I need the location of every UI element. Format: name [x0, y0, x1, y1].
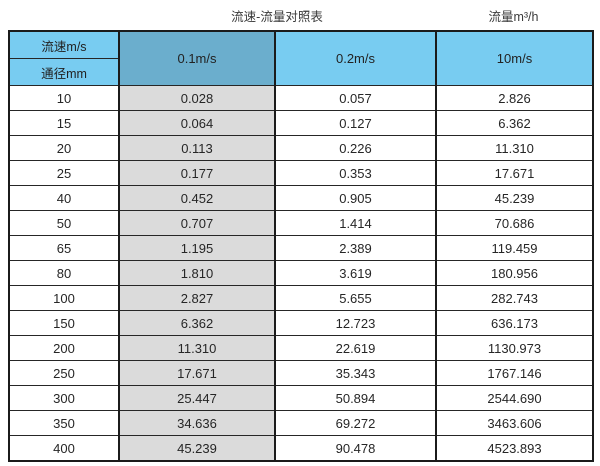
flow-at-0.2ms: 3.619: [274, 260, 437, 286]
diameter-value: 25: [8, 160, 120, 186]
flow-at-10ms: 1130.973: [435, 335, 594, 361]
flow-at-0.1ms: 0.064: [118, 110, 276, 136]
flow-at-10ms: 3463.606: [435, 410, 594, 436]
flow-at-0.2ms: 50.894: [274, 385, 437, 411]
table-row: 10 0.028 0.057 2.826: [8, 85, 594, 111]
diameter-value: 15: [8, 110, 120, 136]
header-row-velocity: 流速m/s 0.1m/s 0.2m/s 10m/s: [8, 30, 594, 86]
flow-at-0.2ms: 0.353: [274, 160, 437, 186]
table-row: 300 25.447 50.894 2544.690: [8, 385, 594, 411]
diameter-value: 10: [8, 85, 120, 111]
diameter-value: 300: [8, 385, 120, 411]
table-row: 65 1.195 2.389 119.459: [8, 235, 594, 261]
flow-at-0.2ms: 2.389: [274, 235, 437, 261]
page-title: 流速-流量对照表: [231, 10, 323, 24]
flow-at-10ms: 2.826: [435, 85, 594, 111]
header-col-0.2ms: 0.2m/s: [274, 30, 437, 86]
diameter-value: 80: [8, 260, 120, 286]
table-row: 50 0.707 1.414 70.686: [8, 210, 594, 236]
flow-at-10ms: 180.956: [435, 260, 594, 286]
diameter-value: 400: [8, 435, 120, 462]
flow-at-0.2ms: 90.478: [274, 435, 437, 462]
header-col-0.1ms: 0.1m/s: [118, 30, 276, 86]
flow-at-0.1ms: 1.810: [118, 260, 276, 286]
table-row: 25 0.177 0.353 17.671: [8, 160, 594, 186]
flow-at-10ms: 6.362: [435, 110, 594, 136]
table-row: 150 6.362 12.723 636.173: [8, 310, 594, 336]
flow-unit-label: 流量m³/h: [488, 10, 539, 24]
flow-at-10ms: 11.310: [435, 135, 594, 161]
diameter-value: 100: [8, 285, 120, 311]
flow-at-10ms: 119.459: [435, 235, 594, 261]
diameter-value: 250: [8, 360, 120, 386]
table-row: 15 0.064 0.127 6.362: [8, 110, 594, 136]
table-row: 100 2.827 5.655 282.743: [8, 285, 594, 311]
flow-at-0.1ms: 17.671: [118, 360, 276, 386]
diameter-value: 20: [8, 135, 120, 161]
flow-at-0.2ms: 5.655: [274, 285, 437, 311]
flow-at-10ms: 17.671: [435, 160, 594, 186]
diameter-value: 40: [8, 185, 120, 211]
flow-at-0.1ms: 0.177: [118, 160, 276, 186]
flow-at-0.2ms: 1.414: [274, 210, 437, 236]
flow-at-0.2ms: 22.619: [274, 335, 437, 361]
flow-at-0.1ms: 2.827: [118, 285, 276, 311]
diameter-value: 350: [8, 410, 120, 436]
header-col-10ms: 10m/s: [435, 30, 594, 86]
flow-at-0.2ms: 35.343: [274, 360, 437, 386]
flow-at-10ms: 282.743: [435, 285, 594, 311]
flow-at-10ms: 45.239: [435, 185, 594, 211]
flow-at-0.1ms: 34.636: [118, 410, 276, 436]
flow-at-0.1ms: 1.195: [118, 235, 276, 261]
flow-rate-table: 流速m/s 0.1m/s 0.2m/s 10m/s 通径mm 10 0.028 …: [8, 30, 594, 462]
table-row: 200 11.310 22.619 1130.973: [8, 335, 594, 361]
table-row: 80 1.810 3.619 180.956: [8, 260, 594, 286]
flow-at-0.2ms: 0.127: [274, 110, 437, 136]
header-diameter-label: 通径mm: [8, 58, 120, 86]
flow-at-10ms: 1767.146: [435, 360, 594, 386]
flow-at-0.1ms: 0.707: [118, 210, 276, 236]
flow-at-10ms: 70.686: [435, 210, 594, 236]
flow-at-0.1ms: 0.113: [118, 135, 276, 161]
diameter-value: 150: [8, 310, 120, 336]
table-row: 20 0.113 0.226 11.310: [8, 135, 594, 161]
flow-at-0.2ms: 0.226: [274, 135, 437, 161]
header-velocity-label: 流速m/s: [8, 30, 120, 59]
diameter-value: 200: [8, 335, 120, 361]
flow-at-10ms: 2544.690: [435, 385, 594, 411]
flow-at-10ms: 636.173: [435, 310, 594, 336]
flow-at-0.1ms: 11.310: [118, 335, 276, 361]
diameter-value: 50: [8, 210, 120, 236]
table-row: 400 45.239 90.478 4523.893: [8, 435, 594, 462]
table-row: 250 17.671 35.343 1767.146: [8, 360, 594, 386]
flow-at-0.2ms: 0.905: [274, 185, 437, 211]
flow-at-0.2ms: 0.057: [274, 85, 437, 111]
caption-row: 流速-流量对照表 流量m³/h: [0, 0, 600, 30]
flow-at-0.2ms: 12.723: [274, 310, 437, 336]
flow-at-0.1ms: 0.452: [118, 185, 276, 211]
flow-at-10ms: 4523.893: [435, 435, 594, 462]
flow-at-0.1ms: 6.362: [118, 310, 276, 336]
table-row: 40 0.452 0.905 45.239: [8, 185, 594, 211]
table-body: 10 0.028 0.057 2.826 15 0.064 0.127 6.36…: [8, 85, 594, 462]
diameter-value: 65: [8, 235, 120, 261]
table-row: 350 34.636 69.272 3463.606: [8, 410, 594, 436]
flow-at-0.1ms: 25.447: [118, 385, 276, 411]
flow-at-0.1ms: 45.239: [118, 435, 276, 462]
flow-at-0.1ms: 0.028: [118, 85, 276, 111]
flow-at-0.2ms: 69.272: [274, 410, 437, 436]
